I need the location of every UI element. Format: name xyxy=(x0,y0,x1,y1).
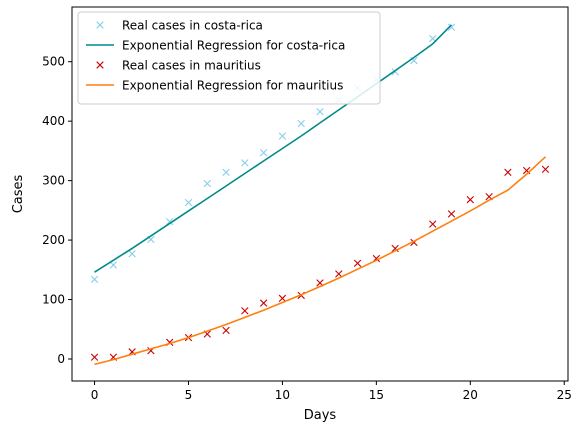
x-tick-label: 5 xyxy=(185,388,193,402)
data-point xyxy=(90,275,99,284)
x-axis: 0 5 10 15 20 25 xyxy=(91,381,572,402)
y-tick-label: 0 xyxy=(57,352,65,366)
legend-label: Real cases in mauritius xyxy=(122,59,261,73)
data-point xyxy=(222,326,230,335)
data-point xyxy=(90,353,99,361)
legend-label: Exponential Regression for costa-rica xyxy=(122,39,345,53)
legend-item: Real cases in mauritius xyxy=(96,59,261,73)
data-point xyxy=(447,23,456,31)
legend: Real cases in costa-rica Exponential Regr… xyxy=(77,11,381,105)
x-tick-label: 15 xyxy=(369,388,384,402)
legend-marker-swatch xyxy=(96,61,104,69)
data-point xyxy=(128,250,136,258)
x-tick-label: 10 xyxy=(275,388,290,402)
y-tick-label: 100 xyxy=(42,293,65,307)
data-point xyxy=(353,259,362,267)
data-point xyxy=(447,210,456,218)
data-point xyxy=(335,270,343,278)
data-point xyxy=(278,294,287,303)
legend-item: Exponential Regression for mauritius xyxy=(86,79,343,93)
y-tick-label: 200 xyxy=(42,233,65,247)
y-axis: 0 100 200 300 400 500 xyxy=(42,55,72,366)
data-point xyxy=(184,198,193,207)
legend-frame xyxy=(77,11,381,105)
data-point xyxy=(504,168,512,176)
data-point xyxy=(316,107,324,116)
y-tick-label: 500 xyxy=(42,55,65,69)
data-point xyxy=(278,132,287,140)
data-point xyxy=(241,159,249,167)
legend-item: Real cases in costa-rica xyxy=(96,19,263,33)
data-point xyxy=(109,261,118,269)
y-axis-label: Cases xyxy=(11,174,26,213)
data-point xyxy=(429,220,437,228)
series-0 xyxy=(90,23,456,284)
data-point xyxy=(222,168,230,176)
legend-marker-swatch xyxy=(96,21,104,29)
data-point xyxy=(259,148,268,157)
x-tick-label: 20 xyxy=(463,388,478,402)
plot-area xyxy=(90,23,550,366)
series-line xyxy=(94,156,547,366)
legend-label: Exponential Regression for mauritius xyxy=(122,79,343,93)
x-tick-label: 0 xyxy=(91,388,99,402)
axes-frame xyxy=(71,6,569,382)
series-1 xyxy=(94,24,453,273)
x-tick-label: 25 xyxy=(557,388,572,402)
data-point xyxy=(259,299,268,307)
y-tick-label: 300 xyxy=(42,174,65,188)
data-point xyxy=(166,217,174,226)
data-point xyxy=(466,195,474,204)
data-point xyxy=(203,179,211,188)
legend-label: Real cases in costa-rica xyxy=(122,19,263,33)
legend-item: Exponential Regression for costa-rica xyxy=(86,39,345,53)
data-point xyxy=(541,165,550,174)
x-axis-label: Days xyxy=(304,408,337,423)
series-3 xyxy=(94,156,547,366)
data-point xyxy=(241,307,249,315)
data-point xyxy=(297,119,305,128)
series-line xyxy=(94,24,453,273)
y-tick-label: 400 xyxy=(42,114,65,128)
data-point xyxy=(391,244,399,253)
